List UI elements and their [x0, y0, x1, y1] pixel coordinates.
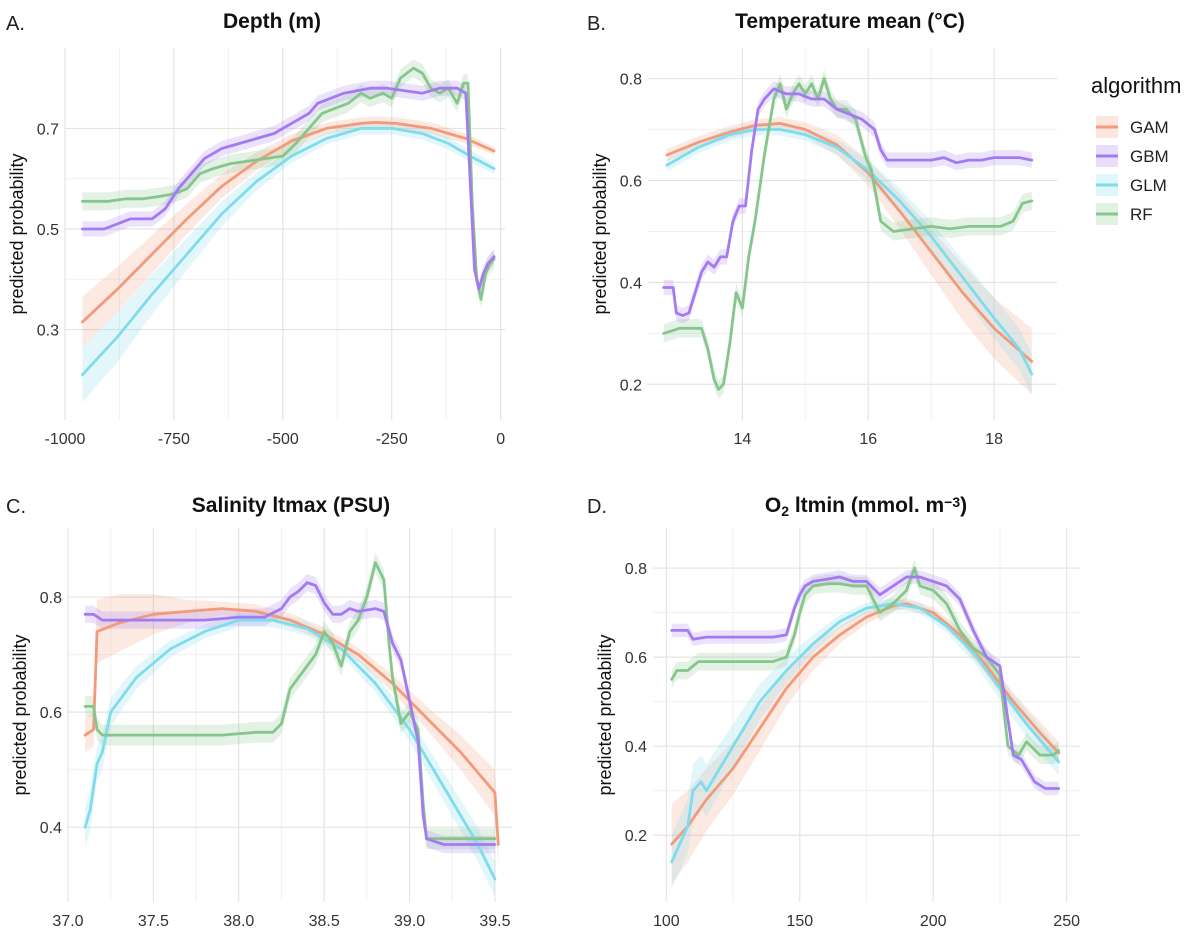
title-part: O	[765, 494, 781, 517]
series-lines	[670, 566, 1061, 864]
y-tick-label: 0.8	[620, 72, 642, 89]
line-gam	[670, 602, 1061, 846]
line-glm	[665, 128, 1034, 376]
x-tick-label: 38.0	[223, 913, 254, 930]
line-gbm	[670, 575, 1061, 790]
legend: algorithm GAM GBM GLM RF	[1091, 73, 1181, 225]
y-tick-label: 0.4	[40, 820, 62, 837]
panel-1: -1000 -750 -500 -250 0 0.3 0.5 0.7 predicted pro…	[6, 10, 505, 448]
y-tick-label: 0.6	[40, 705, 62, 722]
title-part: ltmin (mmol. m	[789, 494, 944, 517]
line-glm	[81, 127, 496, 377]
line-gbm	[81, 86, 496, 291]
line-rf	[81, 66, 496, 301]
x-tick-label: 200	[920, 913, 947, 930]
series-lines	[662, 77, 1034, 391]
legend-label: GLM	[1130, 176, 1167, 195]
y-axis-label: predicted probability	[10, 634, 30, 795]
line-gam	[83, 607, 500, 846]
legend-label: GBM	[1130, 147, 1169, 166]
line-glm	[83, 618, 497, 881]
band-rf	[663, 69, 1032, 399]
y-tick-label: 0.7	[37, 121, 59, 138]
panel-title: Depth (m)	[223, 10, 321, 33]
x-tick-label: 250	[1053, 913, 1080, 930]
panel-2: 14 16 18 0.2 0.4 0.6 0.8 predicted probability B…	[587, 10, 1057, 448]
title-part: −3	[944, 494, 960, 510]
y-tick-label: 0.6	[625, 650, 647, 667]
x-tick-label: 39.0	[394, 913, 425, 930]
legend-item-glm: GLM	[1096, 174, 1167, 196]
y-tick-label: 0.2	[620, 377, 642, 394]
line-rf	[670, 566, 1061, 757]
y-tick-label: 0.5	[37, 222, 59, 239]
x-tick-label: -750	[158, 431, 190, 448]
panel-letter: B.	[587, 13, 606, 35]
x-tick-label: 16	[859, 431, 877, 448]
legend-label: RF	[1130, 205, 1153, 224]
band-glm	[666, 123, 1032, 395]
legend-label: GAM	[1130, 118, 1169, 137]
legend-item-rf: RF	[1096, 203, 1153, 225]
y-axis-label: predicted probability	[7, 153, 27, 314]
y-tick-label: 0.3	[37, 323, 59, 340]
y-axis-label: predicted probability	[595, 634, 615, 795]
x-tick-label: 14	[733, 431, 751, 448]
confidence-bands	[85, 552, 499, 897]
legend-item-gam: GAM	[1096, 116, 1169, 138]
line-gbm	[662, 87, 1034, 317]
x-tick-label: 38.5	[309, 913, 340, 930]
x-tick-label: -1000	[45, 431, 86, 448]
panel-letter: C.	[6, 496, 26, 518]
x-tick-label: 37.5	[138, 913, 169, 930]
panel-4: 100 150 200 250 0.2 0.4 0.6 0.8 predicted probab…	[587, 494, 1080, 930]
y-tick-label: 0.8	[40, 590, 62, 607]
series-lines	[81, 66, 496, 377]
line-gbm	[83, 581, 497, 846]
y-tick-label: 0.4	[620, 275, 642, 292]
y-tick-label: 0.6	[620, 173, 642, 190]
x-tick-label: 37.0	[52, 913, 83, 930]
panel-title: Salinity ltmax (PSU)	[192, 494, 390, 517]
panel-title: Temperature mean (°C)	[735, 10, 965, 33]
title-part: )	[960, 494, 967, 517]
band-glm	[85, 613, 495, 897]
title-part: 2	[781, 503, 789, 519]
panel-letter: A.	[6, 13, 25, 35]
confidence-bands	[663, 69, 1032, 399]
panel-letter: D.	[587, 496, 607, 518]
y-axis-label: predicted probability	[590, 153, 610, 314]
y-tick-label: 0.4	[625, 739, 647, 756]
legend-item-gbm: GBM	[1096, 145, 1169, 167]
y-tick-label: 0.8	[625, 561, 647, 578]
x-tick-label: 39.5	[479, 913, 510, 930]
panel-3: 37.0 37.5 38.0 38.5 39.0 39.5 0.4 0.6 0.8 predict…	[6, 494, 512, 930]
line-rf	[662, 77, 1034, 391]
line-glm	[670, 602, 1061, 864]
x-tick-label: 18	[985, 431, 1003, 448]
band-glm	[82, 122, 495, 403]
panel-title: O2 ltmin (mmol. m−3)	[765, 494, 967, 519]
x-tick-label: -250	[376, 431, 408, 448]
line-gam	[665, 122, 1034, 363]
x-tick-label: 0	[496, 431, 505, 448]
x-tick-label: 150	[786, 913, 813, 930]
band-gam	[82, 116, 495, 348]
x-tick-label: 100	[653, 913, 680, 930]
legend-title: algorithm	[1091, 73, 1181, 98]
x-tick-label: -500	[267, 431, 299, 448]
line-gam	[81, 121, 496, 324]
band-gam	[671, 598, 1059, 885]
confidence-bands	[82, 59, 495, 403]
series-lines	[83, 561, 500, 881]
y-tick-label: 0.2	[625, 828, 647, 845]
